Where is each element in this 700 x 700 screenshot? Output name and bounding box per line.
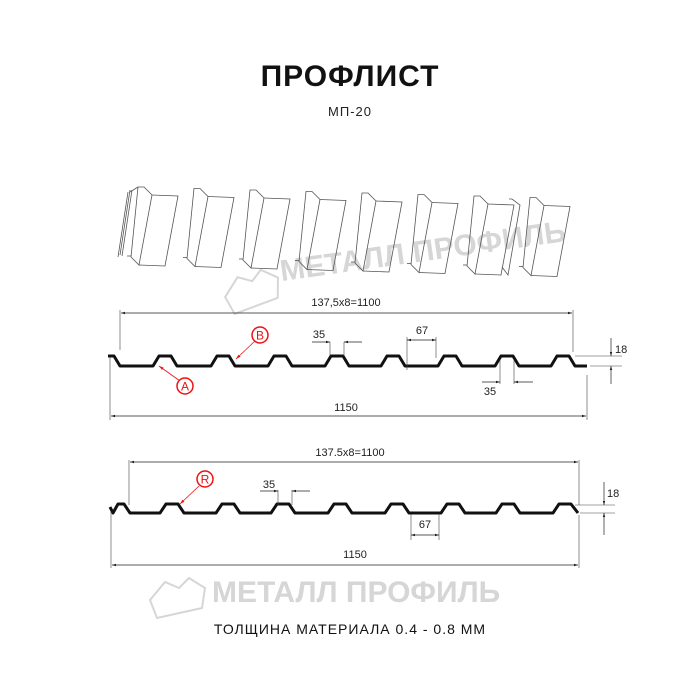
gap-label: 67 [416,325,428,337]
sheet-rib [306,199,347,271]
sheet-rib [298,191,321,271]
pitch-label: 137,5x8=1100 [311,297,380,309]
marker-r [196,470,214,488]
crest-width-label: 35 [263,479,275,491]
sheet-rib [186,188,209,268]
marker-b [251,326,269,344]
page-title: ПРОФЛИСТ [260,60,440,93]
watermark-text: МЕТАЛЛ ПРОФИЛЬ [212,576,500,609]
pitch-label: 137.5x8=1100 [315,447,384,459]
gap-label: 67 [419,519,431,531]
sheet-rib [138,194,179,267]
bottom-width-label: 35 [484,386,496,398]
marker-a-label: A [181,380,189,394]
sheet-rib [522,197,545,277]
sheet-rib [474,203,515,276]
profile-line [108,354,587,368]
sheet-rib [250,197,291,270]
sheet-rib [130,186,153,266]
sheet-rib [530,205,571,277]
height-label: 18 [607,488,619,500]
sheet-rib [410,194,433,274]
marker-r-label: R [201,473,210,487]
sheet-rib [117,189,133,258]
sheet-rib [354,192,377,272]
profile-r: 137.5x8=1100 1150 35 67 18 R [108,447,619,568]
marker-a [176,377,194,395]
sheet-rib [129,186,521,276]
crest-width-label: 35 [313,329,325,341]
page-subtitle: МП-20 [328,104,372,119]
material-thickness-note: ТОЛЩИНА МАТЕРИАЛА 0.4 - 0.8 ММ [213,621,487,637]
width-label: 1150 [343,549,367,561]
sheet-rib [418,202,459,274]
profile-ab: 137,5x8=1100 1150 35 67 35 18 A B [108,297,627,420]
sheet-rib [362,200,403,273]
marker-b-label: B [256,329,264,343]
watermark-logo-bottom: МЕТАЛЛ ПРОФИЛЬ [148,576,500,620]
profile-line [108,502,580,515]
watermark-logo-top: МЕТАЛЛ ПРОФИЛЬ [223,215,568,316]
sheet-rib [194,196,235,268]
sheet-rib [242,189,265,269]
sheet-3d-view [117,186,571,277]
height-label: 18 [615,344,627,356]
width-label: 1150 [334,402,358,414]
sheet-rib [466,195,489,275]
